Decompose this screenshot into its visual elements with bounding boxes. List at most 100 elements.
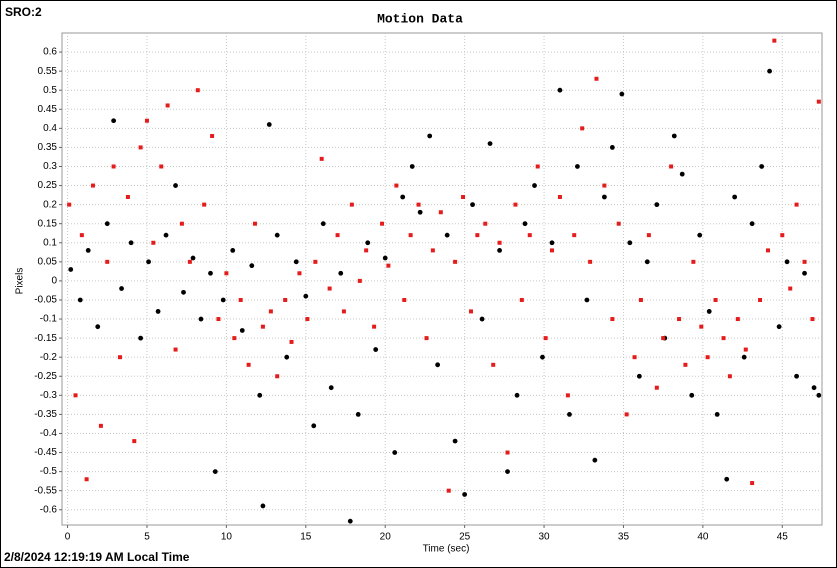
x-tick-label: 15	[300, 532, 312, 543]
x-tick-label: 10	[221, 532, 233, 543]
y-tick-label: -0.5	[40, 466, 58, 477]
point	[165, 103, 170, 108]
point	[260, 503, 266, 509]
point	[683, 362, 688, 367]
point	[671, 133, 677, 139]
point	[522, 221, 528, 227]
point	[98, 423, 103, 428]
point	[105, 259, 110, 264]
point	[246, 362, 251, 367]
point	[699, 324, 704, 329]
y-tick-label: -0.55	[34, 485, 57, 496]
y-tick-label: 0.2	[43, 199, 57, 210]
point	[540, 354, 545, 360]
point	[90, 183, 95, 188]
point	[527, 233, 532, 238]
point	[266, 122, 272, 127]
point	[111, 164, 116, 169]
corner-label: SRO:2	[5, 5, 42, 19]
point	[187, 259, 192, 264]
point	[313, 259, 318, 264]
point	[572, 233, 577, 238]
point	[584, 297, 590, 303]
point	[341, 309, 346, 314]
point	[816, 99, 821, 104]
point	[616, 221, 621, 226]
x-tick-label: 5	[144, 532, 150, 543]
point	[202, 202, 207, 207]
point	[327, 286, 332, 291]
x-tick-label: 0	[65, 532, 71, 543]
point	[505, 450, 510, 455]
point	[724, 476, 730, 482]
x-tick-label: 35	[618, 532, 630, 543]
point	[128, 240, 134, 246]
plot-area	[61, 32, 823, 526]
point	[638, 297, 643, 302]
point	[811, 385, 817, 391]
point	[794, 202, 799, 207]
point	[305, 317, 310, 322]
point	[297, 271, 302, 276]
point	[195, 88, 200, 93]
point	[408, 233, 413, 238]
point	[210, 133, 215, 138]
point	[669, 164, 674, 169]
point	[453, 259, 458, 264]
point	[357, 278, 362, 283]
point	[475, 233, 480, 238]
point	[535, 164, 540, 169]
point	[438, 210, 443, 215]
point	[462, 492, 468, 497]
point	[138, 145, 143, 150]
point	[557, 87, 563, 93]
point	[179, 221, 184, 226]
point	[416, 202, 421, 207]
point	[497, 247, 502, 253]
point	[400, 194, 406, 200]
point	[644, 259, 650, 265]
point	[610, 317, 615, 322]
point	[632, 355, 637, 360]
point	[68, 267, 74, 272]
point	[430, 248, 435, 253]
point	[85, 247, 91, 253]
point	[714, 411, 720, 417]
point	[293, 259, 299, 265]
point	[636, 373, 642, 379]
point	[697, 232, 703, 238]
point	[95, 324, 101, 330]
y-tick-label: -0.15	[34, 333, 57, 344]
y-tick-label: 0.4	[43, 123, 57, 134]
point	[765, 248, 770, 253]
point	[810, 317, 815, 322]
y-tick-label: 0.15	[38, 218, 58, 229]
point	[386, 263, 391, 268]
y-tick-label: 0.6	[43, 47, 57, 58]
point	[514, 392, 520, 398]
point	[592, 457, 598, 463]
point	[349, 202, 354, 207]
point	[73, 393, 78, 398]
point	[190, 255, 196, 261]
point	[654, 202, 660, 208]
point	[67, 202, 72, 207]
point	[319, 156, 324, 161]
point	[470, 202, 475, 208]
point	[373, 347, 379, 352]
point	[575, 164, 580, 169]
point	[816, 392, 822, 398]
point	[275, 374, 280, 379]
point	[532, 183, 537, 188]
point	[497, 240, 502, 245]
point	[320, 221, 326, 227]
point	[355, 411, 361, 417]
point	[750, 481, 755, 486]
point	[132, 439, 137, 444]
point	[289, 339, 294, 344]
point	[741, 354, 747, 360]
point	[691, 259, 696, 264]
point	[491, 362, 496, 367]
point	[155, 309, 161, 314]
point	[163, 232, 169, 238]
